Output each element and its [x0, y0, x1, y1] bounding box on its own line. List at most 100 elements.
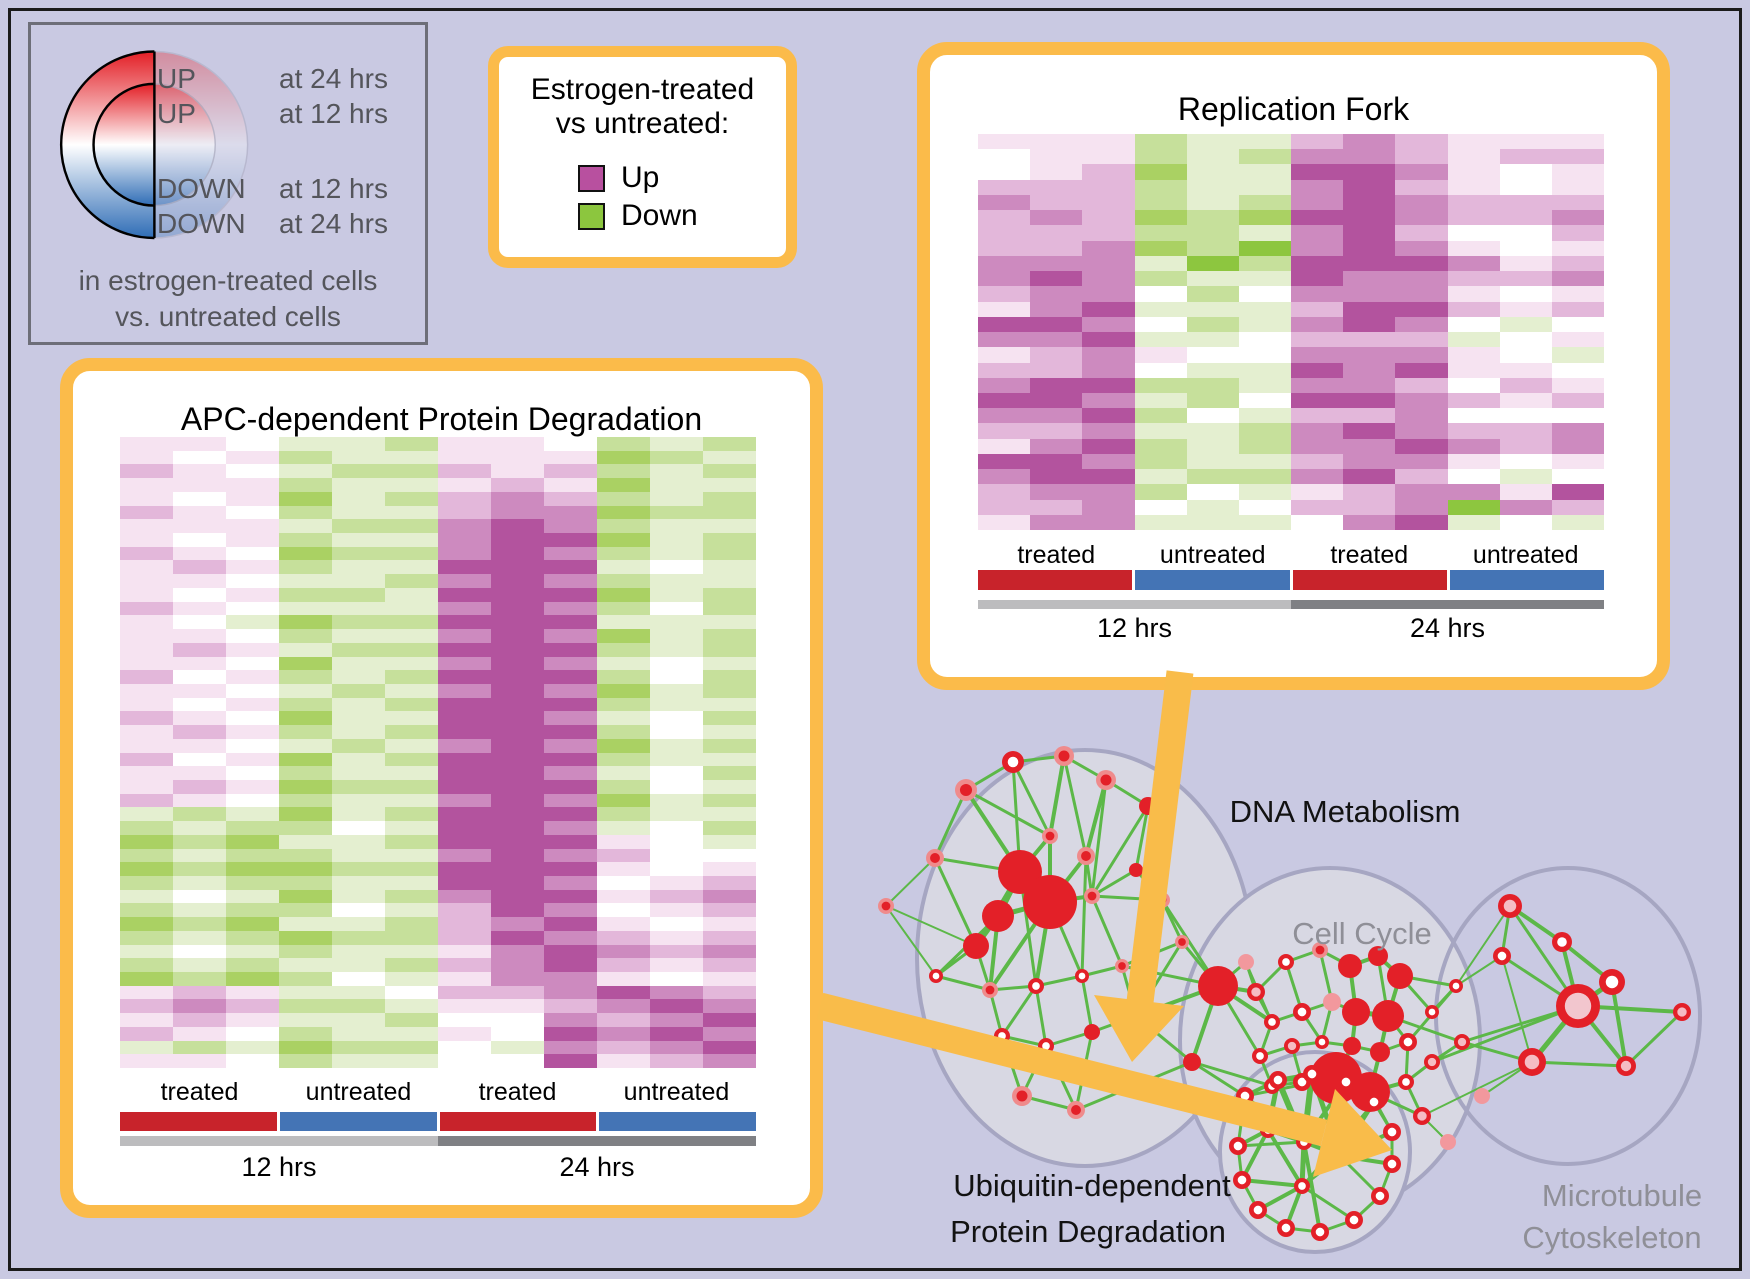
heatmap-row — [120, 944, 756, 959]
gene-node — [1343, 1037, 1361, 1055]
heatmap-row — [978, 149, 1605, 165]
gene-node — [1498, 894, 1522, 918]
heatmap-row — [978, 225, 1605, 241]
gene-node — [963, 933, 989, 959]
network-nodes — [878, 746, 1691, 1241]
gene-node — [1372, 1000, 1404, 1032]
heatmap-row — [978, 392, 1605, 409]
heatmap-row — [978, 179, 1605, 195]
gene-node — [1342, 998, 1370, 1026]
gene-node — [1084, 888, 1100, 904]
heatmap-row — [120, 958, 756, 973]
heatmap-row — [120, 615, 756, 630]
heatmap-row — [120, 656, 756, 671]
heatmap-row — [120, 642, 756, 657]
gene-node — [1284, 1038, 1300, 1054]
gene-node — [1311, 1223, 1329, 1241]
heatmap-row — [120, 587, 756, 602]
cluster-dna-metabolism — [915, 748, 1255, 1168]
gene-node — [1315, 1035, 1329, 1049]
gene-node — [1075, 969, 1089, 983]
heatmap-row — [120, 862, 756, 876]
direction-label: UP — [157, 98, 196, 129]
cluster-label: Cytoskeleton — [1522, 1220, 1701, 1255]
treatment-bar — [120, 1112, 756, 1131]
heatmap-row — [120, 491, 756, 506]
gene-node — [1474, 1088, 1490, 1104]
heatmap-row — [978, 453, 1605, 470]
gene-node — [1229, 1137, 1247, 1155]
cluster-label: Cell Cycle — [1292, 916, 1432, 951]
gene-node — [1599, 969, 1625, 995]
arrow-shaft — [816, 992, 1328, 1147]
gene-node — [1260, 1122, 1276, 1138]
heatmap-row — [120, 629, 756, 643]
heatmap-row — [978, 316, 1605, 333]
gene-node — [1028, 978, 1044, 994]
heatmap-row — [978, 423, 1605, 439]
cluster-labels: DNA Metabolism Cell Cycle Microtubule Cytos… — [950, 794, 1702, 1255]
panel-title: APC-dependent Protein Degradation — [180, 401, 703, 437]
gene-node — [1332, 1148, 1348, 1164]
down-swatch — [578, 202, 605, 230]
ring-legend-box: UP at 24 hrs UP at 12 hrs DOWN at 12 hrs… — [28, 22, 428, 345]
color-legend-box: Estrogen-treated vs untreated: Up Down — [488, 46, 797, 268]
gene-node — [1067, 1101, 1085, 1119]
heatmap-grid — [978, 134, 1605, 531]
heatmap-row — [120, 848, 756, 863]
heatmap-grid — [120, 437, 756, 1069]
gene-node — [1552, 932, 1572, 952]
time-labels: 12 hrs 24 hrs — [120, 1152, 756, 1183]
heatmap-row — [120, 903, 756, 918]
heatmap-row — [978, 408, 1605, 424]
heatmap-row — [978, 332, 1605, 348]
arrow-head — [1313, 1089, 1392, 1177]
connector-arrows — [816, 670, 1392, 1177]
gene-node — [1277, 1219, 1295, 1237]
direction-label: DOWN — [157, 208, 246, 239]
ring-legend-footer: vs. untreated cells — [115, 301, 341, 332]
time-label: 12 hrs — [241, 1152, 317, 1182]
heatmap-row — [120, 711, 756, 726]
gene-node — [1115, 959, 1129, 973]
gene-node — [1175, 935, 1189, 949]
heatmap-row — [120, 533, 756, 547]
gene-node — [1096, 770, 1116, 790]
heatmap-row — [120, 601, 756, 616]
heatmap-row — [120, 930, 756, 945]
network-edges — [885, 754, 1684, 1234]
heatmap-row — [120, 999, 756, 1014]
heatmap-row — [120, 519, 756, 534]
heatmap-row — [978, 377, 1605, 393]
gene-node — [1399, 1033, 1417, 1051]
gene-node — [1183, 1053, 1201, 1071]
cluster-ellipses — [915, 748, 1702, 1254]
gene-node — [1424, 1054, 1440, 1070]
heatmap-row — [978, 347, 1605, 363]
color-legend-title: Estrogen-treated — [530, 73, 755, 106]
heatmap-row — [120, 1013, 756, 1027]
gene-node — [1425, 1005, 1439, 1019]
gene-node — [1387, 963, 1413, 989]
gene-node — [1383, 1155, 1401, 1173]
gene-node — [1350, 1072, 1390, 1112]
cluster-label: Microtubule — [1542, 1178, 1702, 1213]
time-label: at 24 hrs — [279, 63, 388, 94]
time-label: at 12 hrs — [279, 98, 388, 129]
gene-node — [1269, 1071, 1287, 1089]
gene-node — [1264, 1014, 1280, 1030]
cluster-microtubule-cytoskeleton — [1434, 866, 1702, 1166]
arrow-head — [1094, 995, 1184, 1062]
heatmap-row — [120, 1054, 756, 1069]
gene-node — [1371, 1187, 1389, 1205]
time-label: at 12 hrs — [279, 173, 388, 204]
gene-node — [1023, 875, 1077, 929]
heatmap-row — [120, 972, 756, 986]
gene-node — [1012, 1086, 1032, 1106]
gene-node — [1413, 1107, 1431, 1125]
gene-node — [1249, 1201, 1267, 1219]
heatmap-row — [978, 514, 1605, 531]
gene-node — [1368, 946, 1388, 966]
gene-node — [1042, 828, 1058, 844]
legend-item-down: Down — [499, 199, 786, 233]
